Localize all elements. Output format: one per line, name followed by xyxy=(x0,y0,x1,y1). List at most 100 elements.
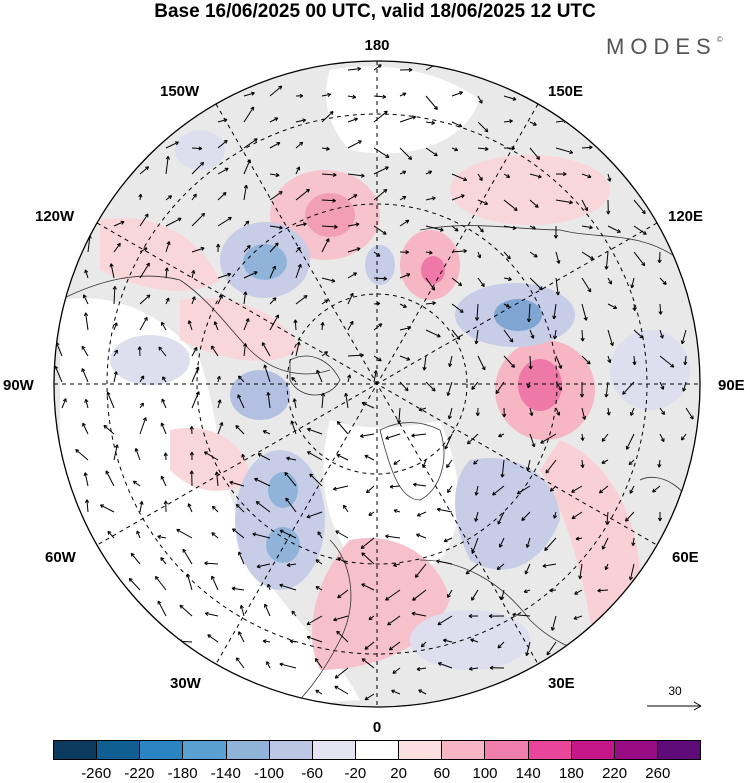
wind-vector-head xyxy=(533,253,538,258)
wind-vector-head xyxy=(140,402,144,407)
wind-vector xyxy=(373,225,387,235)
wind-vector-head xyxy=(524,570,529,575)
wind-vector-head xyxy=(83,472,88,477)
wind-vector xyxy=(521,511,531,521)
wind-vector-head xyxy=(383,110,388,115)
wind-vector xyxy=(212,505,219,513)
wind-vector xyxy=(336,421,349,435)
wind-vector xyxy=(217,119,228,123)
wind-vector-head xyxy=(575,536,580,541)
wind-vector-head xyxy=(274,117,279,122)
wind-vector-head xyxy=(534,203,539,208)
wind-vector-head xyxy=(588,145,593,150)
wind-vector xyxy=(469,667,479,670)
wind-vector-head xyxy=(580,437,585,441)
anomaly-positive xyxy=(100,218,220,291)
wind-vector xyxy=(607,277,612,285)
wind-vector-head xyxy=(189,426,194,430)
wind-vector xyxy=(659,329,664,339)
wind-vector-head xyxy=(660,385,665,390)
wind-vector xyxy=(295,119,306,123)
wind-vector xyxy=(211,575,219,591)
wind-vector xyxy=(503,225,517,229)
wind-vector xyxy=(269,314,279,331)
colorbar-swatch xyxy=(442,741,486,759)
colorbar xyxy=(53,740,701,760)
wind-vector-head xyxy=(146,294,151,299)
wind-vector xyxy=(529,433,535,448)
wind-vector-head xyxy=(586,360,591,365)
wind-vector-head xyxy=(235,425,240,430)
wind-vector-head xyxy=(142,417,147,422)
wind-vector xyxy=(291,420,297,435)
wind-vector-head xyxy=(484,146,489,151)
wind-vector-head xyxy=(545,469,550,474)
colorbar-swatch xyxy=(312,741,356,759)
wind-vector xyxy=(269,297,277,305)
wind-vector xyxy=(399,381,409,392)
wind-vector xyxy=(235,425,245,435)
anomaly-negative xyxy=(110,335,190,385)
wind-vector-head xyxy=(357,140,362,145)
wind-vector xyxy=(204,451,219,461)
wind-vector-head xyxy=(404,387,409,392)
wind-vector-head xyxy=(292,398,297,403)
wind-vector xyxy=(165,156,169,175)
wind-vector-head xyxy=(160,557,165,562)
wind-vector xyxy=(529,199,539,208)
wind-vector xyxy=(555,381,563,391)
wind-vector-head xyxy=(558,386,563,391)
wind-vector xyxy=(315,559,323,565)
wind-vector-head xyxy=(582,415,587,420)
wind-vector-head xyxy=(368,512,373,516)
wind-vector-head xyxy=(431,196,436,201)
wind-vector xyxy=(389,641,401,651)
colorbar-tick-label: -180 xyxy=(167,765,198,782)
wind-vector-head xyxy=(414,573,419,578)
wind-vector-head xyxy=(307,427,311,432)
wind-vector-head xyxy=(384,166,389,171)
wind-vector xyxy=(107,530,115,539)
wind-vector-head xyxy=(532,225,537,230)
wind-vector xyxy=(475,329,479,344)
wind-vector-head xyxy=(412,115,417,120)
wind-vector xyxy=(333,485,349,490)
wind-vector xyxy=(158,346,167,357)
wind-vector xyxy=(235,657,245,669)
wind-vector xyxy=(477,173,483,181)
wind-vector xyxy=(252,533,271,539)
wind-vector-head xyxy=(402,170,407,175)
wind-vector xyxy=(347,374,351,383)
colorbar-swatch xyxy=(485,741,529,759)
wind-vector xyxy=(399,147,412,160)
wind-vector-head xyxy=(613,305,618,309)
wind-vector xyxy=(243,271,258,279)
wind-vector-head xyxy=(662,280,667,285)
wind-vector-head xyxy=(396,419,402,424)
wind-vector xyxy=(217,192,227,201)
wind-vector-head xyxy=(393,460,398,465)
wind-vector xyxy=(451,173,467,181)
wind-vector-head xyxy=(468,666,473,671)
wind-vector xyxy=(416,667,427,670)
wind-vector-head xyxy=(211,505,216,510)
wind-vector xyxy=(555,277,559,296)
wind-vector xyxy=(503,277,512,281)
wind-vector-head xyxy=(276,142,281,146)
wind-vector xyxy=(238,551,245,565)
wind-vector xyxy=(347,354,364,357)
wind-vector xyxy=(315,689,323,695)
colorbar-tick-label: 60 xyxy=(433,765,451,782)
wind-vector xyxy=(279,663,297,669)
wind-vector-head xyxy=(352,94,357,99)
wind-vector xyxy=(286,457,297,461)
wind-vector xyxy=(295,141,304,149)
anomaly-negative xyxy=(235,450,325,590)
wind-vector xyxy=(451,121,463,128)
wind-vector-head xyxy=(344,392,349,397)
wind-vector-head xyxy=(458,282,463,287)
wind-vector-head xyxy=(279,583,284,588)
wind-vector-head xyxy=(433,152,438,157)
wind-vector-head xyxy=(682,387,687,392)
wind-vector xyxy=(83,294,89,305)
